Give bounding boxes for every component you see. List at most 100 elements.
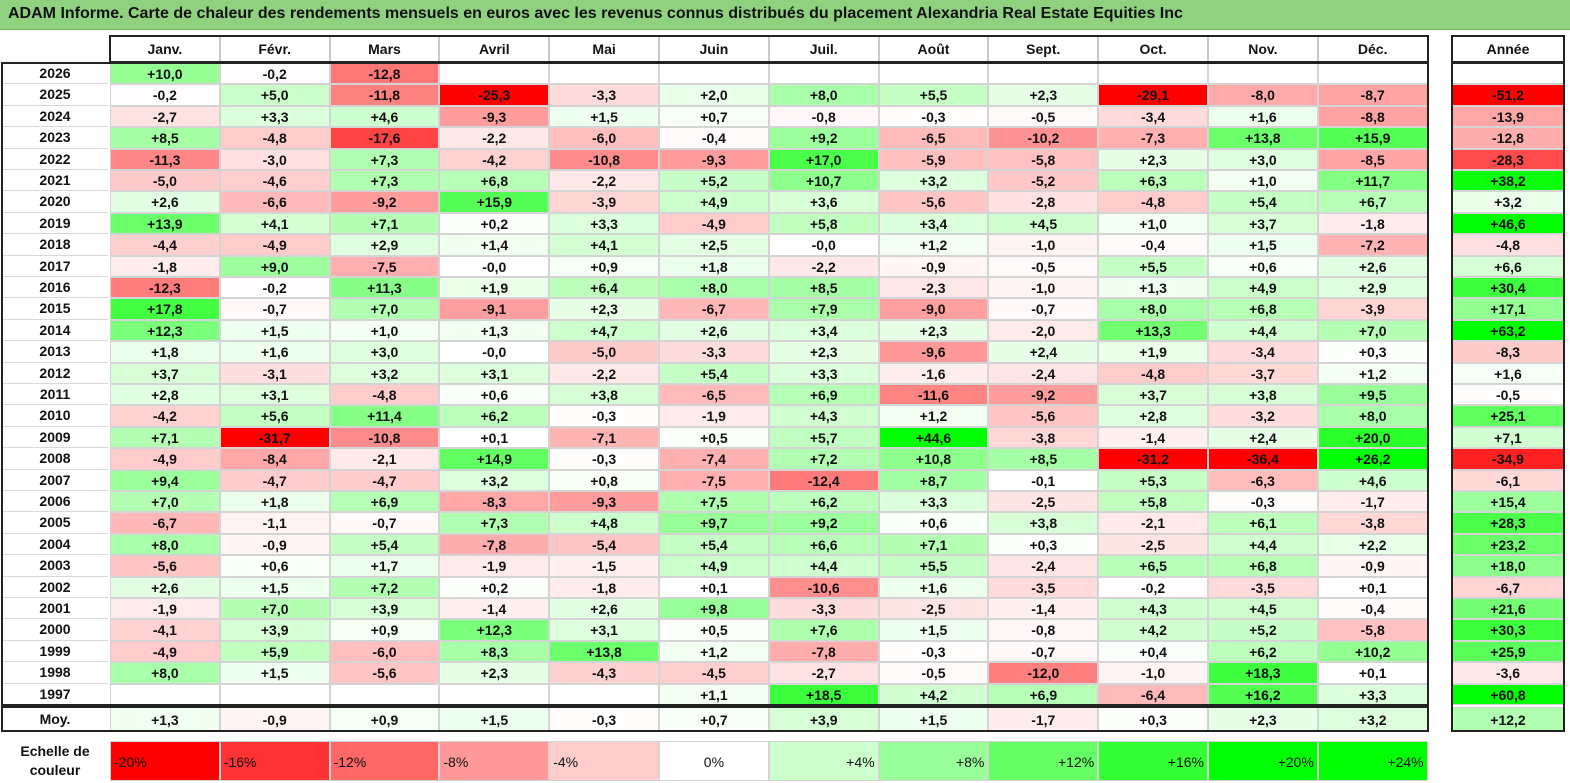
- heatmap-cell: -0,9: [878, 255, 989, 277]
- month-header: Juin: [659, 36, 769, 62]
- heatmap-cell: -4,8: [1098, 362, 1208, 384]
- legend-swatch: -12%: [329, 741, 440, 781]
- heatmap-cell: -0,0: [439, 255, 550, 277]
- heatmap-cell: -2,2: [549, 362, 659, 384]
- heatmap-cell: +2,6: [110, 576, 220, 598]
- heatmap-cell: -4,3: [549, 662, 659, 684]
- heatmap-cell: -7,5: [329, 255, 440, 277]
- heatmap-cell: +5,5: [878, 555, 989, 577]
- heatmap-cell: [549, 63, 659, 85]
- heatmap-cell: -0,8: [768, 105, 879, 128]
- average-cell: -0,9: [219, 707, 330, 731]
- year-label: 2006: [2, 491, 108, 513]
- legend-swatch: +4%: [768, 741, 879, 781]
- year-label: 2002: [2, 576, 108, 598]
- heatmap-cell: +7,0: [1317, 319, 1428, 342]
- heatmap-cell: +2,2: [1317, 533, 1428, 556]
- heatmap-cell: +1,5: [219, 319, 330, 342]
- heatmap-cell: -4,9: [219, 234, 330, 256]
- month-header: Août: [878, 36, 989, 62]
- heatmap-cell: +5,8: [768, 212, 879, 235]
- heatmap-cell: +6,6: [768, 533, 879, 556]
- heatmap-cell: +7,5: [659, 491, 769, 513]
- heatmap-cell: +17,8: [110, 298, 220, 320]
- annual-cell: +21,6: [1452, 598, 1564, 620]
- heatmap-cell: -2,5: [988, 491, 1099, 513]
- heatmap-cell: [878, 63, 989, 85]
- legend-swatch: -8%: [439, 741, 550, 781]
- heatmap-cell: -0,7: [219, 298, 330, 320]
- heatmap-cell: +3,7: [1098, 384, 1208, 406]
- heatmap-cell: +18,3: [1208, 662, 1318, 684]
- heatmap-cell: +3,6: [768, 191, 879, 213]
- heatmap-cell: +3,2: [439, 469, 550, 491]
- heatmap-cell: +0,1: [1317, 662, 1428, 684]
- heatmap-cell: -3,9: [1317, 298, 1428, 320]
- month-header: Oct.: [1098, 36, 1208, 62]
- annual-cell: +25,1: [1452, 405, 1564, 427]
- annual-cell: +38,2: [1452, 170, 1564, 192]
- heatmap-cell: -5,2: [988, 170, 1099, 192]
- annual-cell: -51,2: [1452, 84, 1564, 106]
- heatmap-cell: -6,4: [1098, 683, 1208, 705]
- heatmap-cell: +9,0: [219, 255, 330, 277]
- annual-cell: -6,7: [1452, 576, 1564, 598]
- year-label: 2012: [2, 362, 108, 384]
- heatmap-cell: +6,2: [1208, 640, 1318, 663]
- heatmap-cell: +3,3: [878, 491, 989, 513]
- heatmap-cell: +7,1: [878, 533, 989, 556]
- heatmap-cell: +0,1: [659, 576, 769, 598]
- heatmap-cell: +5,4: [1208, 191, 1318, 213]
- heatmap-cell: +6,7: [1317, 191, 1428, 213]
- heatmap-cell: [439, 683, 550, 705]
- heatmap-cell: +1,6: [878, 576, 989, 598]
- annual-cell: [1452, 63, 1564, 85]
- year-label: 2024: [2, 105, 108, 128]
- heatmap-cell: -12,3: [110, 277, 220, 299]
- heatmap-cell: -3,0: [219, 148, 330, 170]
- heatmap-cell: -0,4: [1317, 598, 1428, 620]
- annual-cell: +1,6: [1452, 362, 1564, 384]
- heatmap-cell: +6,8: [439, 170, 550, 192]
- heatmap-cell: -6,5: [659, 384, 769, 406]
- heatmap-cell: -9,6: [878, 341, 989, 363]
- heatmap-cell: +15,9: [1317, 127, 1428, 149]
- heatmap-cell: -0,4: [1098, 234, 1208, 256]
- heatmap-cell: -3,8: [988, 426, 1099, 449]
- heatmap-cell: +1,1: [659, 683, 769, 705]
- heatmap-cell: +1,3: [1098, 277, 1208, 299]
- heatmap-cell: +9,2: [768, 127, 879, 149]
- heatmap-cell: +6,3: [1098, 170, 1208, 192]
- heatmap-cell: [439, 63, 550, 85]
- year-header: Année: [1452, 36, 1564, 62]
- heatmap-cell: +9,4: [110, 469, 220, 491]
- heatmap-cell: +6,9: [768, 384, 879, 406]
- heatmap-cell: +4,2: [1098, 619, 1208, 641]
- heatmap-cell: +5,6: [219, 405, 330, 427]
- heatmap-cell: -10,6: [768, 576, 879, 598]
- heatmap-cell: +5,7: [768, 426, 879, 449]
- heatmap-cell: +2,3: [988, 84, 1099, 106]
- heatmap-cell: -8,7: [1317, 84, 1428, 106]
- heatmap-cell: +3,3: [219, 105, 330, 128]
- heatmap-cell: +26,2: [1317, 448, 1428, 470]
- heatmap-cell: +4,6: [329, 105, 440, 128]
- heatmap-cell: +3,0: [329, 341, 440, 363]
- heatmap-cell: -5,8: [1317, 619, 1428, 641]
- heatmap-cell: -0,3: [549, 405, 659, 427]
- heatmap-cell: +15,9: [439, 191, 550, 213]
- heatmap-cell: +5,4: [659, 362, 769, 384]
- heatmap-cell: -7,1: [549, 426, 659, 449]
- heatmap-cell: -10,8: [329, 426, 440, 449]
- heatmap-cell: -2,7: [110, 105, 220, 128]
- heatmap-cell: +11,7: [1317, 170, 1428, 192]
- heatmap-cell: +3,1: [439, 362, 550, 384]
- annual-cell: +18,0: [1452, 555, 1564, 577]
- year-label: 1998: [2, 662, 108, 684]
- heatmap-cell: +3,3: [549, 212, 659, 235]
- heatmap-cell: -0,2: [110, 84, 220, 106]
- heatmap-cell: +5,8: [1098, 491, 1208, 513]
- heatmap-cell: +16,2: [1208, 683, 1318, 705]
- heatmap-cell: -2,4: [988, 555, 1099, 577]
- annual-cell: -13,9: [1452, 105, 1564, 128]
